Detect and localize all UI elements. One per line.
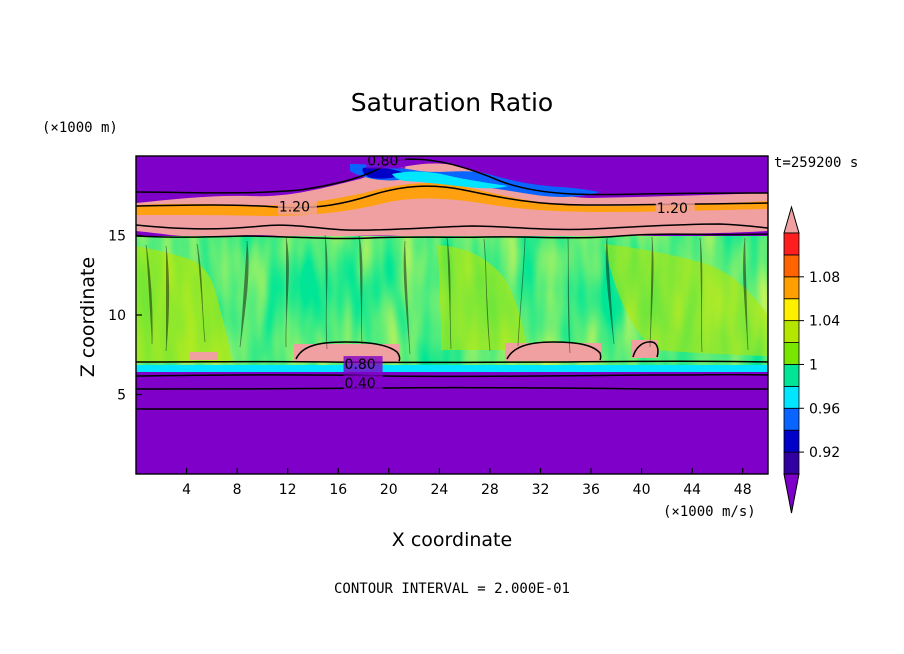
x-tick-label: 48	[734, 482, 752, 498]
x-tick-label: 44	[683, 482, 701, 498]
contour-interval: CONTOUR INTERVAL = 2.000E-01	[334, 581, 570, 597]
contour-label: 0.80	[345, 357, 376, 373]
x-tick-label: 36	[582, 482, 600, 498]
contour-label-bg	[655, 200, 695, 217]
colorbar-segment	[783, 320, 800, 343]
contour-080-lower	[136, 360, 768, 364]
colorbar-label: 1.08	[809, 270, 840, 286]
pink-block-4	[190, 352, 218, 360]
time-label: t=259200 s	[774, 155, 858, 171]
contour-label: 1.20	[279, 200, 310, 216]
x-tick-label: 32	[532, 482, 550, 498]
x-tick-label: 28	[481, 482, 499, 498]
lower-boundary	[136, 365, 768, 372]
colorbar-segment	[783, 385, 800, 409]
contour-060-lower	[136, 373, 768, 378]
pink-contour-3	[632, 341, 659, 358]
contour-040-lower	[136, 386, 768, 390]
y-axis: 5 10 15	[108, 229, 142, 404]
colorbar-segment	[783, 364, 800, 387]
right-green-column	[604, 244, 768, 356]
x-tick-label: 8	[233, 482, 242, 498]
colorbar-segment	[783, 276, 800, 300]
contour-upper-edge	[136, 158, 768, 196]
contour-label: 1.20	[657, 201, 688, 217]
colorbar-label: 1	[809, 357, 818, 373]
contour-label: 0.80	[367, 154, 398, 170]
x-tick-label: 24	[430, 482, 448, 498]
y-tick-label: 15	[108, 229, 126, 245]
colorbar-segment	[783, 232, 800, 256]
colorbar-label: 1.04	[809, 314, 840, 330]
pink-contour-2	[506, 341, 602, 361]
y-units-label: (×1000 m)	[42, 120, 118, 136]
pink-block-3	[631, 340, 657, 358]
y-tick-label: 5	[117, 388, 126, 404]
contour-label-bg	[277, 198, 317, 215]
colorbar-bottom-arrow	[783, 473, 800, 514]
contour-lines	[136, 158, 768, 410]
texture-lines	[145, 234, 749, 355]
x-axis: 4 8 12 16 20 24 28 32 36 40 44 48	[182, 468, 752, 498]
contour-label-bg	[343, 375, 383, 392]
colorbar-segment	[783, 342, 800, 365]
x-tick-label: 20	[380, 482, 398, 498]
colorbar-segment	[783, 298, 800, 322]
contour-labels: 0.80 1.20 1.20 0.80 0.40	[277, 154, 695, 392]
contour-label-bg	[343, 356, 383, 373]
colorbar-segment	[783, 429, 800, 453]
x-tick-label: 16	[329, 482, 347, 498]
colorbar: 0.92 0.96 1 1.04 1.08	[783, 205, 840, 514]
pink-block-2	[505, 343, 601, 361]
center-green-column	[438, 245, 527, 350]
colorbar-segment	[783, 451, 800, 475]
y-axis-title: Z coordinate	[77, 257, 99, 377]
cloud-top-contour	[136, 233, 768, 240]
x-tick-label: 4	[182, 482, 191, 498]
colorbar-top-arrow	[783, 205, 800, 234]
upper-moist-layer	[136, 163, 768, 240]
x-tick-label: 40	[633, 482, 651, 498]
contour-label: 0.40	[345, 376, 376, 392]
contour-120-top	[136, 185, 768, 209]
contour-label-bg	[366, 156, 406, 169]
x-axis-title: X coordinate	[392, 529, 512, 551]
contour-120-bottom	[136, 223, 768, 231]
chart-title: Saturation Ratio	[351, 88, 553, 117]
plot-area: 0.80 1.20 1.20 0.80 0.40	[136, 154, 768, 474]
cyan-patch	[392, 171, 508, 189]
left-green-column	[136, 246, 232, 363]
colorbar-segment	[783, 407, 800, 431]
colorbar-label: 0.92	[809, 445, 840, 461]
colorbar-segment	[783, 254, 800, 278]
colorbar-label: 0.96	[809, 401, 840, 417]
y-tick-label: 10	[108, 308, 126, 324]
pink-contour-1	[295, 341, 401, 362]
x-units-label: (×1000 m/s)	[663, 504, 756, 520]
x-tick-label: 12	[279, 482, 297, 498]
